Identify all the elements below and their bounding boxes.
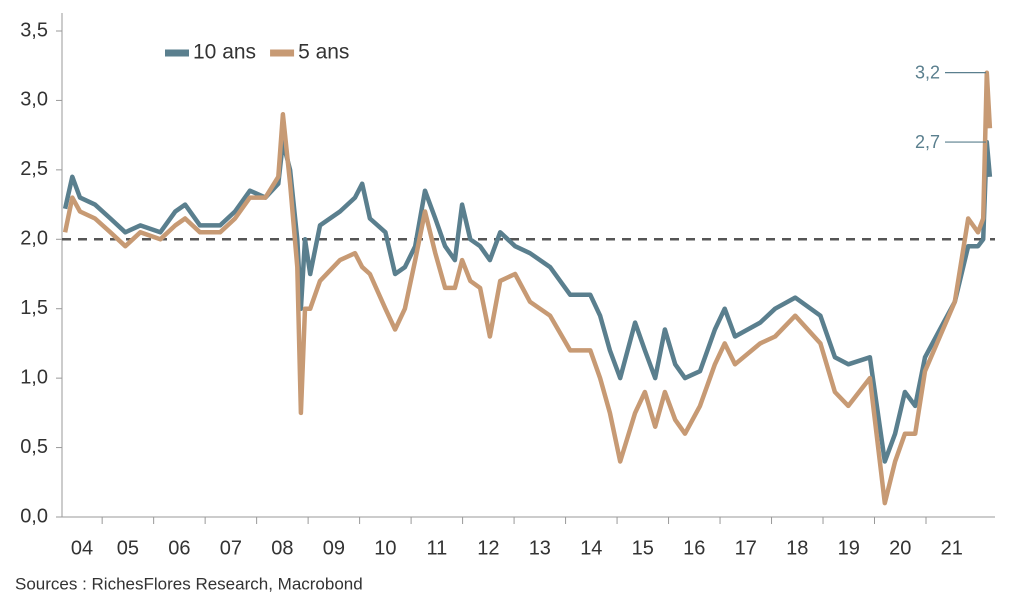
x-tick-label: 15 <box>632 537 654 559</box>
x-tick-label: 20 <box>889 537 911 559</box>
annotation-label: 2,7 <box>915 132 940 152</box>
y-tick-label: 1,5 <box>20 297 48 319</box>
x-tick-label: 21 <box>941 537 963 559</box>
x-tick-label: 13 <box>529 537 551 559</box>
y-tick-label: 2,0 <box>20 228 48 250</box>
y-tick-label: 2,5 <box>20 158 48 180</box>
x-tick-label: 08 <box>271 537 293 559</box>
series-line <box>62 139 993 464</box>
x-tick-label: 16 <box>683 537 705 559</box>
x-tick-label: 09 <box>323 537 345 559</box>
x-tick-label: 10 <box>374 537 396 559</box>
legend-label: 5 ans <box>298 41 349 64</box>
annotation-label: 3,2 <box>915 62 940 82</box>
y-tick-label: 1,0 <box>20 366 48 388</box>
x-tick-label: 17 <box>735 537 757 559</box>
x-tick-label: 05 <box>117 537 139 559</box>
y-tick-label: 3,0 <box>20 89 48 111</box>
y-tick-label: 3,5 <box>20 19 48 41</box>
series-line <box>62 70 993 506</box>
x-tick-label: 12 <box>477 537 499 559</box>
x-tick-label: 06 <box>168 537 190 559</box>
x-tick-label: 19 <box>838 537 860 559</box>
y-tick-label: 0,5 <box>20 436 48 458</box>
y-tick-label: 0,0 <box>20 505 48 527</box>
x-tick-label: 14 <box>580 537 602 559</box>
x-tick-label: 04 <box>71 537 93 559</box>
x-tick-label: 18 <box>786 537 808 559</box>
legend-label: 10 ans <box>193 41 256 64</box>
x-tick-label: 11 <box>426 537 447 559</box>
source-note: Sources : RichesFlores Research, Macrobo… <box>15 574 363 593</box>
x-tick-label: 07 <box>220 537 242 559</box>
